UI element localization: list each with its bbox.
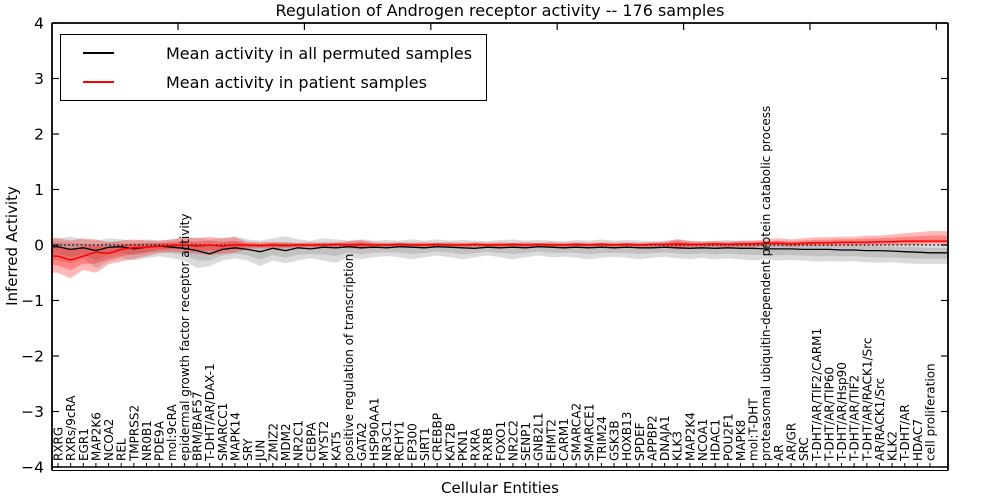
y-tick-label: −3 [21, 403, 44, 421]
x-tick-label: TRIM24 [595, 416, 609, 462]
x-tick-label: proteasomal ubiquitin-dependent protein … [759, 106, 773, 461]
x-tick-label: RXRs/9cRA [64, 395, 78, 461]
x-tick-label: JUN [254, 440, 268, 462]
x-tick-label: SIRT1 [418, 427, 432, 461]
x-tick-label: HSP90AA1 [367, 397, 381, 461]
x-tick-label: epidermal growth factor receptor activit… [178, 214, 192, 461]
x-tick-label: T-DHT/AR/RACK1/Src [860, 338, 874, 462]
x-tick-label: SPDEF [633, 422, 647, 461]
x-tick-label: ZMIZ2 [266, 423, 280, 461]
x-tick-label: mol:9cRA [165, 404, 179, 461]
x-tick-label: MYST2 [317, 421, 331, 461]
x-tick-label: NR2C1 [292, 420, 306, 461]
x-tick-label: positive regulation of transcription [342, 254, 356, 461]
x-tick-label: T-DHT/AR/Hsp90 [835, 362, 849, 462]
x-tick-label: FOXO1 [494, 421, 508, 461]
x-tick-label: KLK2 [886, 431, 900, 461]
series-band-inner-permuted [52, 241, 948, 261]
x-tick-label: KAT2B [443, 423, 457, 461]
x-tick-label: TMPRSS2 [127, 405, 141, 462]
x-tick-label: NR3C1 [380, 420, 394, 461]
x-tick-label: MAPK8 [734, 420, 748, 461]
x-tick-label: BRM/BAF57 [191, 391, 205, 461]
y-tick-label: 2 [34, 126, 44, 144]
x-tick-label: CARM1 [557, 418, 571, 461]
x-tick-label: POU2F1 [721, 413, 735, 461]
x-tick-label: HDAC1 [709, 419, 723, 461]
x-tick-label: SENP1 [519, 422, 533, 461]
x-tick-label: EP300 [405, 423, 419, 461]
x-tick-label: KLK3 [671, 431, 685, 461]
x-tick-label: T-DHT/AR [898, 404, 912, 462]
x-tick-label: MAP2K4 [683, 412, 697, 461]
x-tick-label: AR/RACK1/Src [873, 378, 887, 461]
x-tick-label: GSK3B [608, 420, 622, 461]
y-tick-label: 4 [34, 15, 44, 33]
x-axis-label: Cellular Entities [441, 479, 559, 497]
y-tick-label: 0 [34, 237, 44, 255]
y-tick-label: 1 [34, 181, 44, 199]
x-tick-label: NR2C2 [507, 420, 521, 461]
x-tick-label: mol:T-DHT [747, 398, 761, 461]
chart-title: Regulation of Androgen receptor activity… [275, 1, 725, 20]
series-line-permuted [52, 245, 948, 255]
x-tick-label: RXRG [52, 427, 66, 461]
x-tick-label: APPBP2 [646, 415, 660, 461]
x-tick-label: NCOA1 [696, 419, 710, 461]
x-tick-label: CREBBP [431, 413, 445, 461]
x-tick-label: RCHY1 [393, 421, 407, 461]
x-tick-label: MDM2 [279, 423, 293, 461]
x-tick-label: EGR1 [77, 428, 91, 461]
x-tick-label: MAP2K6 [89, 412, 103, 461]
x-tick-label: RXRA [469, 428, 483, 461]
x-tick-label: AR [772, 444, 786, 461]
x-tick-label: REL [115, 438, 129, 461]
x-tick-label: HDAC7 [911, 419, 925, 461]
y-tick-label: −1 [21, 292, 44, 310]
x-tick-label: CEBPA [304, 421, 318, 461]
x-tick-label: SRY [241, 438, 255, 461]
legend-line-sample-black-icon [83, 52, 114, 54]
legend-label-permuted: Mean activity in all permuted samples [166, 43, 473, 63]
x-tick-label: GATA2 [355, 422, 369, 461]
x-tick-label: PKN1 [456, 429, 470, 461]
series-band-patient [52, 231, 948, 279]
legend: Mean activity in all permuted samples Me… [60, 34, 488, 101]
x-tick-label: RXRB [481, 428, 495, 461]
series-line-patient [52, 240, 948, 261]
x-tick-label: T-DHT/AR/TIP60 [822, 367, 836, 462]
x-tick-label: DNAJA1 [658, 415, 672, 461]
x-tick-label: EHMT2 [544, 419, 558, 461]
x-tick-label: NR0B1 [140, 420, 154, 461]
x-tick-label: KAT5 [330, 431, 344, 461]
x-tick-label: SMARCE1 [582, 403, 596, 461]
x-tick-label: NCOA2 [102, 419, 116, 461]
x-tick-label: SRC [797, 437, 811, 461]
x-tick-label: PDE9A [153, 420, 167, 461]
x-tick-label: T-DHT/AR/DAX-1 [203, 363, 217, 462]
x-tick-label: AR/GR [785, 423, 799, 461]
y-tick-label: −4 [21, 459, 44, 477]
legend-item-patient: Mean activity in patient samples [73, 70, 472, 94]
x-tick-label: GNB2L1 [532, 413, 546, 461]
y-tick-label: −2 [21, 348, 44, 366]
x-tick-label: cell proliferation [924, 363, 938, 461]
legend-line-sample-red-icon [83, 81, 114, 83]
y-tick-label: 3 [34, 70, 44, 88]
x-tick-label: T-DHT/AR/TIF2 [848, 375, 862, 462]
x-tick-label: SMARCC1 [216, 403, 230, 461]
x-tick-label: T-DHT/AR/TIF2/CARM1 [810, 328, 824, 462]
x-tick-label: SMARCA2 [570, 403, 584, 461]
legend-label-patient: Mean activity in patient samples [166, 72, 427, 92]
x-tick-label: HOXB13 [620, 412, 634, 461]
legend-item-permuted: Mean activity in all permuted samples [73, 41, 472, 65]
x-tick-label: MAPK14 [228, 412, 242, 461]
